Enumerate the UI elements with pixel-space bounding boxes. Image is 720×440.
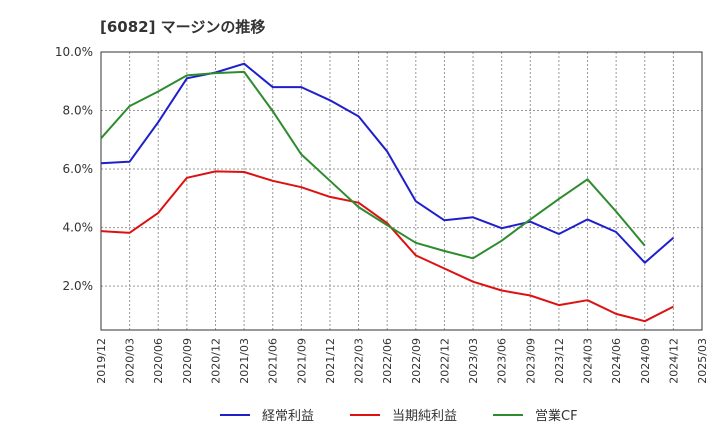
series-lines [100, 62, 675, 323]
series-line-eigyo_cf [100, 70, 646, 260]
x-tick-label: 2022/09 [410, 338, 423, 384]
x-tick-label: 2023/03 [467, 338, 480, 384]
legend-label-keijo: 経常利益 [262, 409, 314, 424]
x-tick-label: 2023/06 [496, 338, 509, 384]
x-tick-label: 2024/03 [582, 338, 595, 384]
chart-title: [6082] マージンの推移 [100, 18, 265, 36]
x-tick-label: 2020/03 [124, 338, 137, 384]
x-tick-labels: 2019/12 2020/03 2020/06 2020/09 2020/12 2021/… [95, 338, 709, 384]
series-line-junri [100, 170, 674, 323]
x-tick-label: 2024/12 [667, 338, 680, 384]
x-tick-label: 2025/03 [696, 338, 709, 384]
x-tick-label: 2023/09 [524, 338, 537, 384]
legend-label-eigyo_cf: 営業CF [535, 408, 578, 424]
x-tick-label: 2020/12 [209, 338, 222, 384]
series-line-keijo [100, 62, 675, 264]
x-tick-label: 2019/12 [95, 338, 108, 384]
x-tick-label: 2023/12 [553, 338, 566, 384]
x-tick-label: 2022/06 [381, 338, 394, 384]
x-tick-label: 2021/06 [267, 338, 280, 384]
x-tick-label: 2021/09 [295, 338, 308, 384]
y-tick-label: 8.0% [63, 104, 94, 118]
x-tick-label: 2024/06 [610, 338, 623, 384]
x-tick-label: 2022/03 [353, 338, 366, 384]
legend: 経常利益 当期純利益 営業CF [220, 408, 578, 424]
y-tick-label: 4.0% [63, 221, 94, 235]
y-tick-label: 6.0% [63, 162, 94, 176]
y-tick-labels: 2.0% 4.0% 6.0% 8.0% 10.0% [55, 45, 93, 293]
legend-label-junri: 当期純利益 [392, 409, 457, 424]
x-tick-label: 2022/12 [438, 338, 451, 384]
x-tick-label: 2020/06 [152, 338, 165, 384]
plot-frame [100, 51, 703, 331]
plot-area-border [100, 51, 703, 331]
x-tick-label: 2021/03 [238, 338, 251, 384]
x-tick-label: 2020/09 [181, 338, 194, 384]
y-tick-label: 2.0% [63, 279, 94, 293]
x-tick-label: 2021/12 [324, 338, 337, 384]
grid-lines [101, 51, 702, 330]
x-tick-label: 2024/09 [639, 338, 652, 384]
y-tick-label: 10.0% [55, 45, 93, 59]
